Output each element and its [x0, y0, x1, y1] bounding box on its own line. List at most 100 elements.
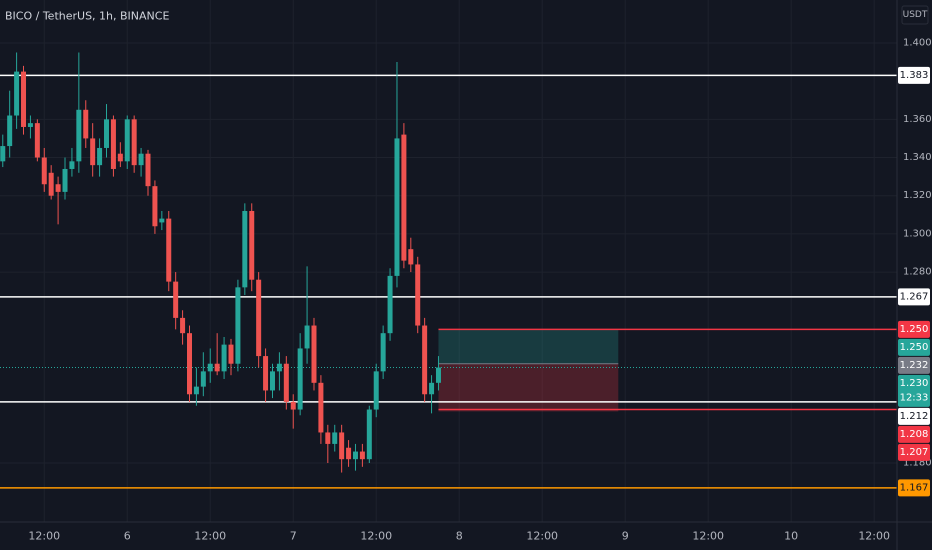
candle-body	[325, 432, 331, 444]
x-tick-label: 12:00	[858, 530, 890, 543]
price-label-box	[898, 338, 930, 356]
price-label-box	[898, 479, 930, 497]
price-label: 1.208	[900, 429, 929, 440]
price-label: 1.230	[900, 378, 929, 389]
price-label: 1.212	[900, 411, 929, 422]
price-label-box	[898, 288, 930, 306]
currency-label: USDT	[903, 10, 928, 20]
x-tick-label: 10	[784, 530, 798, 543]
price-label-box	[898, 443, 930, 461]
countdown-label: 12:33	[900, 392, 929, 403]
profit-zone	[438, 329, 619, 364]
candle-body	[34, 123, 40, 158]
candle-body	[110, 119, 116, 169]
price-label: 1.267	[900, 291, 929, 302]
candle-body	[159, 218, 165, 223]
price-label-box	[898, 66, 930, 84]
x-tick-label: 12:00	[692, 530, 724, 543]
candle-body	[0, 146, 6, 162]
x-tick-label: 12:00	[194, 530, 226, 543]
candle-body	[21, 71, 27, 127]
x-tick-label: 6	[124, 530, 131, 543]
candle-body	[90, 138, 96, 166]
x-tick-label: 9	[622, 530, 629, 543]
candle-body	[387, 275, 393, 334]
candle-body	[55, 184, 61, 192]
y-tick-label: 1.320	[903, 190, 932, 201]
candle-body	[346, 447, 352, 460]
candle-body	[214, 363, 220, 372]
price-label-box	[898, 320, 930, 338]
candle-body	[180, 317, 186, 334]
grid	[0, 0, 897, 522]
candle-body	[173, 281, 179, 318]
candle-body	[48, 172, 54, 196]
candle-body	[380, 333, 386, 372]
price-label: 1.383	[900, 70, 929, 81]
x-tick-label: 8	[456, 530, 463, 543]
candle-body	[304, 325, 310, 349]
candle-body	[359, 451, 365, 460]
candle-body	[97, 147, 103, 166]
candle-body	[7, 115, 13, 147]
candle-body	[318, 382, 324, 433]
price-label-box	[898, 356, 930, 374]
price-label-box	[898, 407, 930, 425]
price-label: 1.232	[900, 360, 929, 371]
candle-body	[422, 325, 428, 395]
candle-body	[62, 168, 68, 192]
candle-body	[76, 109, 82, 162]
candle-body	[131, 119, 137, 166]
y-tick-label: 1.300	[903, 228, 932, 239]
candle-body	[41, 157, 47, 185]
axes: 1.400 1.360 1.340 1.320 1.300 1.280 1.180 12:00…	[28, 37, 931, 542]
candle-body	[401, 134, 407, 261]
candle-body	[283, 363, 289, 402]
x-tick-label: 12:00	[526, 530, 558, 543]
candle-body	[242, 210, 248, 288]
candle-body	[429, 382, 435, 395]
chart-title: BICO / TetherUS, 1h, BINANCE	[5, 10, 169, 23]
candle-body	[152, 186, 158, 227]
candle-body	[145, 153, 151, 187]
candle-body	[186, 333, 192, 395]
candle-body	[200, 371, 206, 387]
candle-body	[256, 279, 262, 357]
candle-body	[14, 71, 20, 116]
price-label-box	[898, 425, 930, 443]
candle-body	[332, 432, 338, 444]
candle-body	[366, 409, 372, 460]
candle-body	[394, 138, 400, 276]
price-label: 1.207	[900, 447, 929, 458]
candle-body	[297, 348, 303, 410]
candle-body	[339, 432, 345, 460]
candle-body	[124, 119, 130, 162]
candle-body	[69, 161, 75, 169]
price-label: 1.250	[900, 342, 929, 353]
candle-body	[193, 386, 199, 395]
candle-body	[235, 287, 241, 364]
candle-body	[415, 264, 421, 326]
candle-body	[373, 371, 379, 410]
candle-body	[276, 363, 282, 372]
candle-body	[290, 401, 296, 410]
candle-body	[263, 356, 269, 391]
candle-body	[269, 371, 275, 391]
candle-body	[83, 109, 89, 139]
x-tick-label: 7	[290, 530, 297, 543]
candle-body	[249, 210, 255, 280]
y-tick-label: 1.280	[903, 267, 932, 278]
y-tick-label: 1.180	[903, 458, 932, 469]
y-tick-label: 1.400	[903, 37, 932, 48]
candle-body	[311, 325, 317, 383]
y-tick-label: 1.340	[903, 152, 932, 163]
candle-body	[228, 344, 234, 364]
candle-body	[352, 451, 358, 460]
candle-body	[408, 249, 414, 265]
price-label: 1.250	[900, 324, 929, 335]
price-label: 1.167	[900, 482, 929, 493]
price-label-box	[898, 374, 930, 407]
